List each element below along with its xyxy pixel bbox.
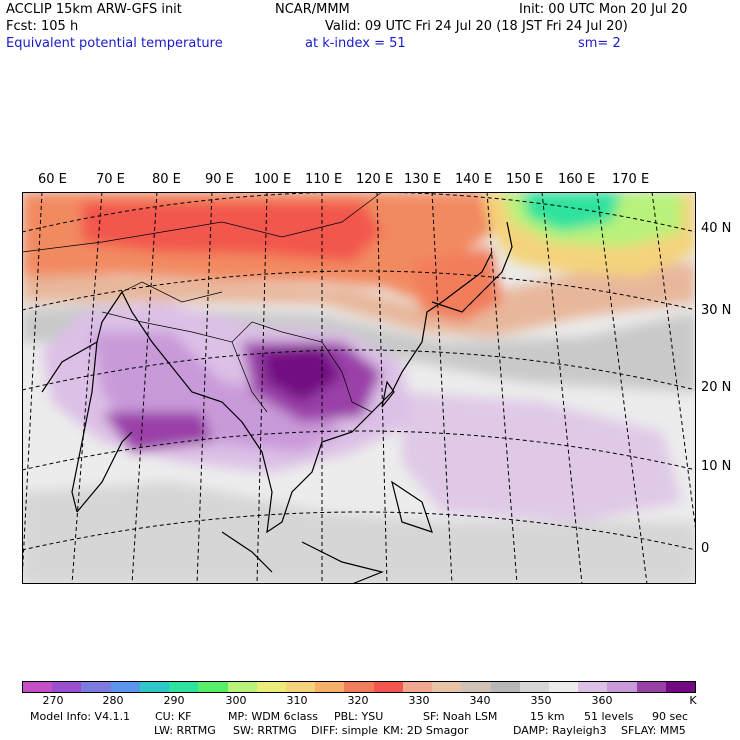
south-gray <box>22 482 696 584</box>
model-info-item: PBL: YSU <box>334 710 384 723</box>
model-info-item: CU: KF <box>155 710 192 723</box>
colorbar-swatch <box>636 682 666 692</box>
colorbar-swatch <box>607 682 637 692</box>
colorbar-tick-label: 360 <box>591 694 613 707</box>
colorbar-swatch <box>432 682 462 692</box>
colorbar-swatch <box>285 682 316 692</box>
level-index: at k-index = 51 <box>305 36 406 51</box>
colorbar-unit: K <box>689 694 697 707</box>
model-info-item: 90 sec <box>652 710 689 723</box>
colorbar-swatch <box>139 682 170 692</box>
mainland-coast <box>41 251 493 534</box>
colorbar-swatch <box>169 682 199 692</box>
colorbar-swatch <box>402 682 433 692</box>
colorbar-swatch <box>81 682 111 692</box>
model-title: ACCLIP 15km ARW-GFS init <box>6 2 182 17</box>
lat-10 <box>22 430 696 471</box>
smoothing-label: sm= 2 <box>578 36 621 51</box>
model-info-item: SW: RRTMG <box>233 724 297 737</box>
lat-20 <box>22 349 696 391</box>
latitude-label: 40 N <box>701 221 732 236</box>
latitude-label: 10 N <box>701 459 732 474</box>
latitude-label: 0 <box>701 541 710 556</box>
model-info-item: 15 km <box>530 710 565 723</box>
borders <box>22 192 383 413</box>
colorbar-tick-label: 310 <box>286 694 308 707</box>
taiwan <box>381 380 395 408</box>
map-frame <box>22 192 696 584</box>
longitude-label: 80 E <box>152 172 181 187</box>
longitude-label: 100 E <box>254 172 292 187</box>
colorbar-tick-label: 350 <box>530 694 552 707</box>
malay-peninsula <box>221 531 273 573</box>
colorbar-swatch <box>344 682 374 692</box>
coastlines <box>41 221 513 584</box>
lat-30 <box>22 270 696 311</box>
colorbar-tick-label: 270 <box>42 694 64 707</box>
colorbar-tick-label: 320 <box>347 694 369 707</box>
model-info-item: DAMP: Rayleigh3 <box>513 724 607 737</box>
model-info-item: 51 levels <box>584 710 634 723</box>
philippines <box>391 480 433 533</box>
colorbar-swatch <box>52 682 82 692</box>
colorbar-swatch <box>227 682 257 692</box>
colorbar <box>22 681 696 693</box>
institution-label: NCAR/MMM <box>275 2 350 17</box>
hot-core <box>82 202 382 262</box>
colorbar-swatch <box>256 682 286 692</box>
colorbar-tick-label: 330 <box>408 694 430 707</box>
japan-coast <box>431 221 513 313</box>
longitude-label: 60 E <box>38 172 67 187</box>
colorbar-swatch <box>665 682 696 692</box>
init-time: Init: 00 UTC Mon 20 Jul 20 <box>519 2 688 17</box>
longitude-label: 90 E <box>205 172 234 187</box>
longitude-label: 150 E <box>506 172 544 187</box>
theta-e-map <box>22 192 696 584</box>
longitude-label: 70 E <box>96 172 125 187</box>
latitude-label: 20 N <box>701 380 732 395</box>
colorbar-swatch <box>578 682 608 692</box>
colorbar-swatch <box>373 682 403 692</box>
model-info-item: DIFF: simple <box>311 724 379 737</box>
model-info-item: SFLAY: MM5 <box>621 724 686 737</box>
green-zone <box>522 192 622 232</box>
lat-0 <box>22 511 696 551</box>
colorbar-swatch <box>23 682 53 692</box>
colorbar-swatch <box>490 682 520 692</box>
colorbar-swatch <box>461 682 491 692</box>
latitude-label: 30 N <box>701 303 732 318</box>
india-east-coast <box>76 431 133 513</box>
valid-time: Valid: 09 UTC Fri 24 Jul 20 (18 JST Fri … <box>325 19 628 34</box>
longitude-label: 140 E <box>455 172 493 187</box>
colorbar-tick-label: 280 <box>102 694 124 707</box>
longitude-label: 110 E <box>305 172 343 187</box>
forecast-hour: Fcst: 105 h <box>6 19 79 34</box>
longitude-label: 170 E <box>612 172 650 187</box>
colorbar-swatch <box>198 682 228 692</box>
colorbar-swatch <box>519 682 549 692</box>
colorbar-swatch <box>548 682 579 692</box>
pacific-lilac <box>402 392 682 522</box>
colorbar-swatch <box>315 682 345 692</box>
longitude-label: 130 E <box>404 172 442 187</box>
colorbar-tick-label: 340 <box>469 694 491 707</box>
longitude-label: 160 E <box>558 172 596 187</box>
lon-60 <box>22 192 43 583</box>
longitude-label: 120 E <box>356 172 394 187</box>
lat-40 <box>22 192 696 233</box>
colorbar-tick-label: 300 <box>225 694 247 707</box>
model-info-item: MP: WDM 6class <box>228 710 318 723</box>
model-info-item: Model Info: V4.1.1 <box>30 710 131 723</box>
model-info-item: LW: RRTMG <box>154 724 216 737</box>
field-name: Equivalent potential temperature <box>6 36 223 51</box>
colorbar-tick-label: 290 <box>163 694 185 707</box>
graticule <box>22 192 696 584</box>
model-info-item: SF: Noah LSM <box>423 710 498 723</box>
colorbar-swatch <box>110 682 140 692</box>
model-info-item: KM: 2D Smagor <box>383 724 469 737</box>
